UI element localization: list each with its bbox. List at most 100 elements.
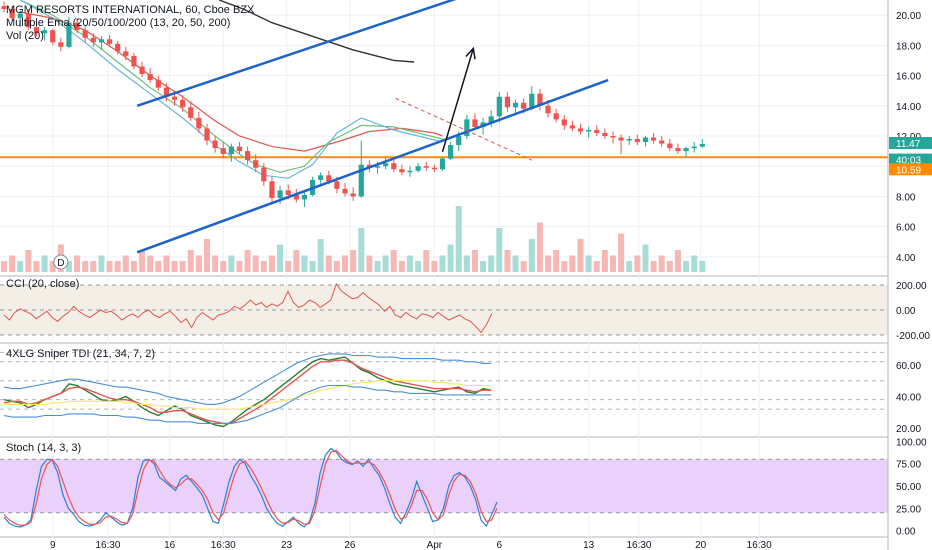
candle-body — [350, 193, 356, 197]
candle-body — [399, 169, 405, 173]
volume-bar — [374, 261, 381, 272]
volume-bar — [163, 255, 170, 272]
volume-bar — [593, 261, 600, 272]
volume-bar — [626, 261, 633, 272]
candle-body — [569, 125, 575, 129]
volume-bar — [520, 261, 527, 272]
projection-arrow-line[interactable] — [441, 48, 475, 153]
stoch-pane — [0, 447, 888, 528]
volume-bar — [106, 261, 113, 272]
stoch-tick-label[interactable]: 75.00 — [896, 460, 921, 471]
candle-body — [82, 30, 88, 38]
volume-bar — [407, 255, 413, 272]
dashed-trendline[interactable] — [395, 97, 533, 161]
time-tick-label[interactable]: 16:30 — [747, 540, 772, 550]
time-tick-label[interactable]: 16 — [164, 540, 176, 550]
candle-body — [504, 96, 511, 108]
cci-line — [3, 282, 493, 334]
candle-body — [293, 194, 299, 200]
cci-tick-label[interactable]: 0.00 — [896, 306, 916, 317]
volume-bar — [577, 239, 584, 272]
candle-body — [285, 190, 291, 195]
candle-body — [488, 116, 494, 123]
volume-bar — [98, 255, 105, 272]
candle-body — [374, 166, 381, 168]
candle-body — [42, 30, 48, 34]
candle-body — [423, 166, 429, 168]
price-axis[interactable]: 4.006.008.0010.0012.0014.0016.0018.0020.… — [887, 0, 932, 550]
tdi-tick-label[interactable]: 60.00 — [896, 361, 921, 372]
stoch-tick-label[interactable]: 100.00 — [896, 437, 927, 448]
volume-bar — [33, 261, 40, 272]
candle-body — [33, 27, 40, 34]
candle-body — [512, 102, 519, 108]
candle-body — [196, 117, 202, 129]
candle-body — [301, 194, 308, 200]
time-tick-label[interactable]: 9 — [50, 540, 56, 550]
price-tick-label[interactable]: 20.00 — [896, 11, 921, 22]
price-tag-bg — [889, 153, 932, 166]
volume-bar — [471, 250, 478, 272]
candle-body — [561, 119, 567, 126]
time-tick-label[interactable]: 26 — [344, 540, 356, 550]
price-tick-label[interactable]: 16.00 — [896, 72, 921, 83]
time-tick-label[interactable]: 20 — [695, 540, 707, 550]
volume-bar — [390, 250, 397, 272]
cci-tick-label[interactable]: -200.00 — [896, 331, 930, 342]
candle-body — [204, 128, 210, 141]
stoch-tick-label[interactable]: 25.00 — [896, 504, 921, 515]
volume-bar — [398, 261, 405, 272]
volume-bar — [545, 255, 552, 272]
volume-bar — [1, 261, 7, 272]
price-tag-bg — [889, 137, 932, 150]
candle-body — [98, 39, 105, 43]
stoch-tick-label[interactable]: 0.00 — [896, 527, 916, 538]
time-tick-label[interactable]: 6 — [497, 540, 503, 550]
cci-tick-label[interactable]: 200.00 — [896, 281, 927, 292]
time-axis[interactable]: 9 16:30 16 16:30 23 26 Apr 6 13 16:30 20 16:30 — [50, 540, 772, 550]
candle-body — [521, 102, 527, 109]
price-tick-label[interactable]: 18.00 — [896, 41, 921, 52]
volume-bar — [382, 255, 389, 272]
candle-body — [496, 96, 502, 117]
cci-pane — [0, 282, 888, 336]
volume-bar — [277, 244, 284, 272]
time-tick-label[interactable]: 16:30 — [95, 540, 120, 550]
volume-bar — [658, 255, 665, 272]
volume-bar — [90, 261, 97, 272]
tdi-line-2 — [4, 380, 492, 410]
volume-bar — [155, 261, 162, 272]
volume-bar — [569, 255, 576, 272]
time-tick-label[interactable]: 23 — [281, 540, 293, 550]
dividend-marker[interactable] — [53, 254, 69, 270]
volume-bar — [439, 255, 446, 272]
time-tick-label[interactable]: 16:30 — [626, 540, 651, 550]
price-tick-label[interactable]: 4.00 — [896, 253, 916, 264]
tdi-pane — [0, 351, 888, 428]
candle-body — [115, 43, 121, 52]
price-tick-label[interactable]: 8.00 — [896, 192, 916, 203]
channel-upper-line[interactable] — [136, 0, 542, 107]
time-tick-label[interactable]: 16:30 — [211, 540, 236, 550]
tdi-tick-label[interactable]: 40.00 — [896, 393, 921, 404]
stoch-tick-label[interactable]: 50.00 — [896, 482, 921, 493]
volume-bar — [9, 255, 16, 272]
volume-bar — [252, 255, 259, 272]
candle-body — [610, 136, 616, 138]
channel-lower-line[interactable] — [136, 78, 609, 254]
candle-body — [553, 113, 559, 120]
candle-body — [90, 37, 96, 43]
time-tick-label[interactable]: 13 — [583, 540, 595, 550]
time-tick-label[interactable]: Apr — [427, 540, 443, 550]
tdi-tick-label[interactable]: 20.00 — [896, 424, 921, 435]
volume-bar — [528, 239, 535, 272]
candle-body — [277, 190, 283, 198]
volume-bar — [293, 250, 300, 272]
volume-bar — [585, 255, 592, 272]
volume-bar — [699, 261, 706, 272]
volume-bar — [317, 239, 324, 272]
price-tick-label[interactable]: 6.00 — [896, 223, 916, 234]
price-tick-label[interactable]: 14.00 — [896, 102, 921, 113]
volume-bar — [244, 250, 251, 272]
price-tag-bg — [889, 163, 932, 176]
